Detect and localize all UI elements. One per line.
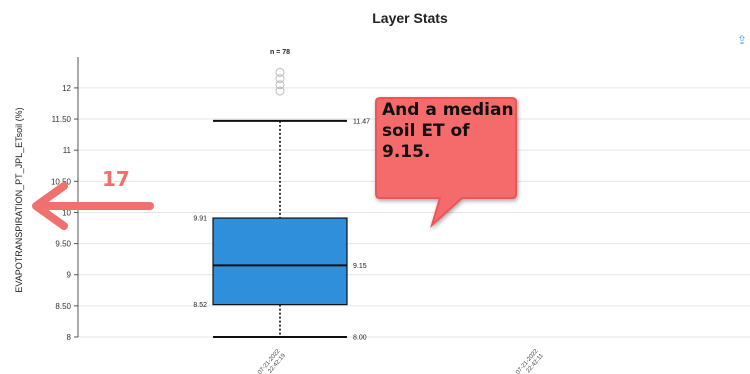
y-tick-label: 9.50 — [55, 240, 71, 249]
n-label: n = 78 — [270, 49, 290, 56]
y-tick-label: 10 — [62, 208, 71, 217]
callout-bubble — [375, 97, 517, 229]
q1-label: 8.52 — [193, 302, 207, 309]
q3-label: 9.91 — [193, 216, 207, 223]
arrow-label: 17 — [102, 167, 130, 191]
outlier-point — [275, 80, 285, 90]
y-tick-label: 8.50 — [55, 302, 71, 311]
y-tick-label: 12 — [62, 84, 71, 93]
iqr-box — [212, 217, 348, 306]
chart-title: Layer Stats — [372, 10, 448, 26]
y-tick-label: 10.50 — [51, 177, 72, 186]
arrow-head — [32, 182, 68, 230]
max-label: 11.47 — [353, 118, 370, 125]
outlier-point — [275, 67, 285, 77]
outlier-point — [275, 86, 285, 96]
callout-text: And a median soil ET of 9.15. — [382, 100, 514, 162]
min-label: 8.00 — [353, 335, 367, 342]
y-tick-label: 8 — [67, 333, 72, 342]
outlier-point — [275, 74, 285, 84]
y-tick-label: 11 — [63, 146, 72, 155]
median-label: 9.15 — [353, 263, 367, 270]
export-icon[interactable]: ⇪ — [737, 33, 748, 47]
y-axis-label: EVAPOTRANSPIRATION_PT_JPL_ETsoil (%) — [14, 107, 24, 292]
y-tick-label: 11.50 — [52, 115, 72, 124]
y-tick-label: 9 — [67, 271, 72, 280]
